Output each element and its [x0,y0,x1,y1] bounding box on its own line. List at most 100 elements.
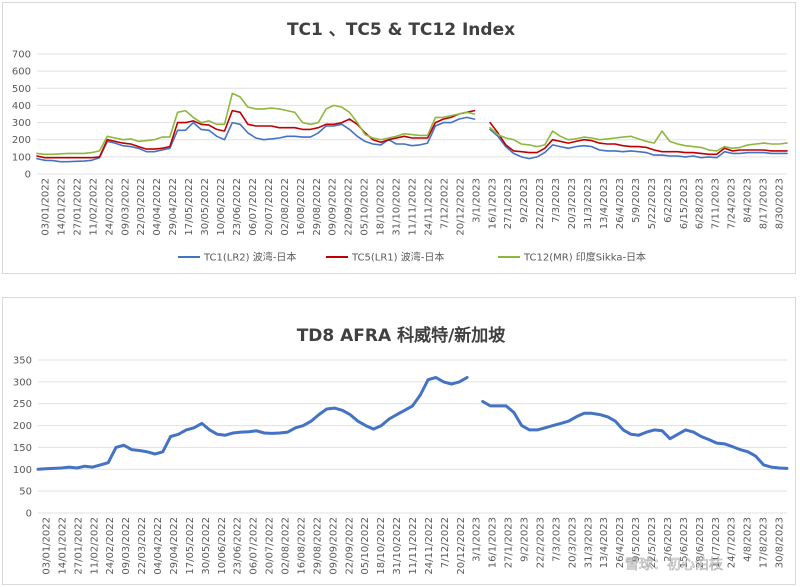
x-tick-label: 7/12/2022 [440,517,451,568]
x-tick-label: 7/3/2023 [551,178,562,223]
x-tick-label: 09/09/2022 [328,178,339,236]
x-tick-label: 22/03/2022 [137,517,148,575]
x-tick-label: 24/02/2022 [105,517,116,575]
series-line-1 [489,121,788,156]
x-tick-label: 16/1/2023 [487,178,498,229]
x-tick-label: 20/3/2023 [567,517,578,568]
x-tick-label: 02/08/2022 [281,517,292,575]
y-tick-label: 50 [19,487,32,498]
x-tick-label: 17/8/2023 [759,517,770,568]
x-tick-label: 29/08/2022 [312,178,323,236]
x-tick-label: 27/01/2022 [73,517,84,575]
series-line-1 [36,109,476,159]
legend-label: TC1(LR2) 波湾-日本 [203,251,296,264]
legend-item: TC5(LR1) 波湾-日本 [326,251,444,264]
x-tick-label: 3/1/2023 [471,178,482,223]
x-tick-label: 09/03/2022 [120,178,131,236]
x-tick-label: 7/3/2023 [551,517,562,562]
x-tick-label: 20/07/2022 [265,517,276,575]
x-tick-label: 11/11/2022 [408,178,419,236]
y-tick-label: 100 [13,465,32,476]
x-tick-label: 5/22/2023 [647,178,658,229]
chart-panel-tc: TC1 、TC5 & TC12 Index 0 100 200 300 400 500 600… [2,2,796,274]
x-tick-label: 03/01/2022 [41,517,52,575]
x-tick-label: 22/03/2022 [136,178,147,236]
x-tick-label: 18/10/2022 [376,178,387,236]
y-tick-label: 250 [13,399,32,410]
x-tick-label: 26/4/2023 [615,178,626,229]
x-tick-label: 30/05/2022 [200,178,211,236]
x-tick-label: 24/02/2022 [104,178,115,236]
legend-label: TC5(LR1) 波湾-日本 [351,251,444,264]
x-tick-label: 3/1/2023 [472,517,483,562]
legend-item: TC12(MR) 印度Sikka-日本 [498,251,646,264]
x-tick-label: 9/2/2023 [519,178,530,223]
x-tick-label: 7/12/2022 [439,178,450,229]
x-tick-label: 6/28/2023 [695,178,706,229]
x-tick-label: 17/05/2022 [184,178,195,236]
y-tick-label: 0 [25,170,31,181]
x-tick-label: 13/4/2023 [599,517,610,568]
y-tick-label: 150 [13,443,32,454]
x-tick-label: 29/04/2022 [168,178,179,236]
x-tick-label: 6/15/2023 [679,178,690,229]
y-tick-label: 400 [12,101,31,112]
x-tick-label: 10/06/2022 [216,178,227,236]
x-tick-label: 09/09/2022 [328,517,339,575]
x-tick-label: 31/10/2022 [392,178,403,236]
x-tick-label: 24/11/2022 [423,178,434,236]
x-tick-label: 22/2/2023 [535,178,546,229]
x-tick-label: 20/12/2022 [456,517,467,575]
x-tick-label: 31/3/2023 [583,178,594,229]
x-tick-label: 6/2/2023 [663,178,674,223]
x-tick-label: 24/7/2023 [727,517,738,568]
x-tick-label: 4/8/2023 [743,517,754,562]
y-tick-label: 500 [12,84,31,95]
x-tick-label: 22/2/2023 [535,517,546,568]
x-tick-label: 03/01/2022 [40,178,51,236]
chart-tc-index: TC1 、TC5 & TC12 Index 0 100 200 300 400 500 600… [12,20,788,264]
x-tick-label: 16/08/2022 [296,178,307,236]
x-tick-label: 23/06/2022 [232,178,243,236]
x-tick-label: 8/30/2023 [775,178,786,229]
x-tick-label: 5/9/2023 [631,178,642,223]
x-tick-label: 16/1/2023 [488,517,499,568]
x-tick-label: 24/11/2022 [424,517,435,575]
x-tick-label: 14/01/2022 [57,517,68,575]
x-tick-label: 26/4/2023 [615,517,626,568]
y-tick-label: 0 [26,509,32,520]
x-tick-label: 8/17/2023 [759,178,770,229]
x-tick-label: 16/08/2022 [296,517,307,575]
x-tick-label: 28/6/2023 [695,517,706,568]
series-line-2 [489,126,788,152]
x-tick-label: 2/6/2023 [663,517,674,562]
x-tick-label: 06/07/2022 [248,178,259,236]
y-tick-label: 300 [12,118,31,129]
series-line-0 [481,400,789,470]
chart-title: TD8 AFRA 科威特/新加坡 [297,325,506,346]
x-tick-label: 22/5/2023 [647,517,658,568]
x-tick-label: 29/08/2022 [312,517,323,575]
y-tick-label: 700 [12,50,31,61]
x-tick-label: 22/09/2022 [344,517,355,575]
y-tick-label: 200 [13,421,32,432]
legend-item: TC1(LR2) 波湾-日本 [178,251,296,264]
x-tick-label: 23/06/2022 [233,517,244,575]
x-tick-label: 11/11/2022 [408,517,419,575]
x-tick-label: 7/24/2023 [727,178,738,229]
legend-label: TC12(MR) 印度Sikka-日本 [523,251,646,264]
x-tick-label: 9/2/2023 [520,517,531,562]
chart-td8-afra: TD8 AFRA 科威特/新加坡 0 50 100 150 200 250 300 350 03/… [13,325,789,575]
x-tick-label: 11/02/2022 [88,178,99,236]
x-tick-label: 17/05/2022 [185,517,196,575]
x-tick-label: 22/09/2022 [344,178,355,236]
x-tick-label: 9/5/2023 [631,517,642,562]
x-tick-label: 31/3/2023 [583,517,594,568]
x-tick-label: 05/10/2022 [360,178,371,236]
x-tick-label: 31/10/2022 [392,517,403,575]
x-tick-label: 30/05/2022 [201,517,212,575]
x-tick-label: 27/01/2022 [72,178,83,236]
x-tick-label: 09/03/2022 [121,517,132,575]
x-tick-label: 05/10/2022 [360,517,371,575]
y-tick-label: 300 [13,377,32,388]
